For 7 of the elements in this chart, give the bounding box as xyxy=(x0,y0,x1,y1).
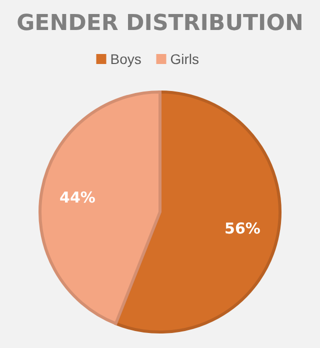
pie-slice xyxy=(114,90,282,334)
data-label: 44% xyxy=(60,188,96,206)
pie-slice xyxy=(38,90,162,326)
legend-label: Boys xyxy=(110,51,142,67)
data-label: 56% xyxy=(224,220,260,238)
chart-title: GENDER DISTRIBUTION xyxy=(16,11,304,36)
legend-label: Girls xyxy=(170,51,200,67)
